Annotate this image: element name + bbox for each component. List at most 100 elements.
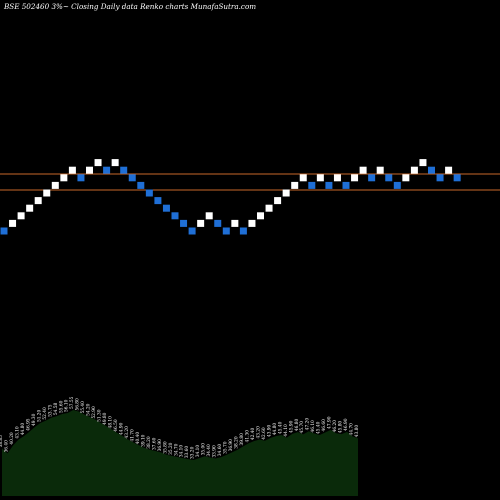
volume-label: 42.60 [262,427,267,440]
volume-label: 33.20 [191,446,196,459]
volume-label: 33.90 [213,445,218,458]
brick-up [60,174,68,182]
volume-label: 46.60 [322,419,327,432]
chart-title: BSE 502460 3%~ Closing Daily data Renko … [3,2,256,11]
volume-label: 35.70 [224,441,229,454]
volume-label: 45.70 [300,421,305,434]
volume-label: 55.60 [59,400,64,413]
volume-label: 46.10 [311,420,316,433]
brick-down [103,166,111,174]
brick-up [111,159,119,167]
brick-up [26,204,34,212]
volume-label: 48.10 [109,416,114,429]
volume-label: 34.40 [207,444,212,457]
brick-down [145,189,153,197]
brick-down [154,197,162,205]
brick-up [51,181,59,189]
brick-down [325,181,333,189]
volume-label: 39.10 [141,434,146,447]
volume-label: 34.10 [196,445,201,458]
volume-label: 34.10 [180,445,185,458]
volume-label: 49.30 [32,413,37,426]
brick-up [248,219,256,227]
brick-up [359,166,367,174]
brick-up [316,174,324,182]
volume-label: 43.10 [15,426,20,439]
volume-label: 55.40 [81,401,86,414]
volume-label: 46.80 [295,419,300,432]
volume-label: 52.90 [92,406,97,419]
volume-label: 35.00 [202,443,207,456]
volume-label: 44.80 [21,423,26,436]
brick-up [197,219,205,227]
brick-up [86,166,93,174]
brick-up [94,159,102,167]
volume-label: 43.80 [355,425,360,438]
volume-label: 33.60 [185,446,190,459]
brick-up [299,174,307,182]
brick-up [282,189,290,197]
brick-up [351,174,359,182]
volume-label: 44.70 [350,423,355,436]
brick-down [137,181,145,189]
volume-label: 45.40 [317,421,322,434]
brick-down [171,212,179,220]
brick-up [274,197,282,205]
volume-label: 52.40 [43,407,48,420]
brick-up [445,166,453,174]
volume-label: 41.30 [245,430,250,443]
brick-up [34,197,42,205]
volume-label: 51.20 [37,409,42,422]
brick-down [239,227,247,235]
volume-label: 43.90 [267,424,272,437]
brick-down [0,227,8,235]
brick-down [214,219,222,227]
volume-label: 43.20 [256,426,261,439]
volume-label: 56.10 [65,399,70,412]
volume-label: 46.50 [114,419,119,432]
brick-up [333,174,341,182]
brick-down [180,219,188,227]
brick-down [385,174,393,182]
volume-label: 46.20 [333,420,338,433]
brick-up [419,159,427,167]
volume-label: 35.20 [169,442,174,455]
volume-label: 53.75 [48,404,53,417]
volume-label: 45.40 [278,421,283,434]
brick-up [231,219,239,227]
brick-up [291,181,299,189]
brick-up [17,212,25,220]
volume-label: 54.58 [54,403,59,416]
volume-label: 36.90 [158,439,163,452]
brick-down [436,174,444,182]
brick-down [342,181,350,189]
volume-label: 41.70 [130,429,135,442]
brick-up [68,166,76,174]
brick-down [393,181,401,189]
brick-down [222,227,230,235]
volume-label: 40.40 [136,432,141,445]
volume-label: 51.30 [98,409,103,422]
brick-down [428,166,435,174]
volume-label: 40.20 [10,432,15,445]
volume-label: 57.55 [70,396,75,409]
volume-label: 34.70 [174,443,179,456]
volume-label: 37.60 [152,437,157,450]
brick-up [376,166,384,174]
brick-down [453,174,461,182]
volume-label: 44.90 [119,422,124,435]
volume-label: 47.90 [328,416,333,429]
volume-label: 36.40 [4,440,9,453]
volume-label: 39.80 [240,433,245,446]
volume-label: 45.80 [339,421,344,434]
brick-up [257,212,264,220]
volume-label: 46.90 [344,418,349,431]
volume-label: 43.20 [125,426,130,439]
volume-label: 49.80 [103,412,108,425]
brick-down [308,181,316,189]
volume-label: 44.80 [273,423,278,436]
volume-label: 47.20 [306,418,311,431]
volume-label: 46.95 [26,418,31,431]
